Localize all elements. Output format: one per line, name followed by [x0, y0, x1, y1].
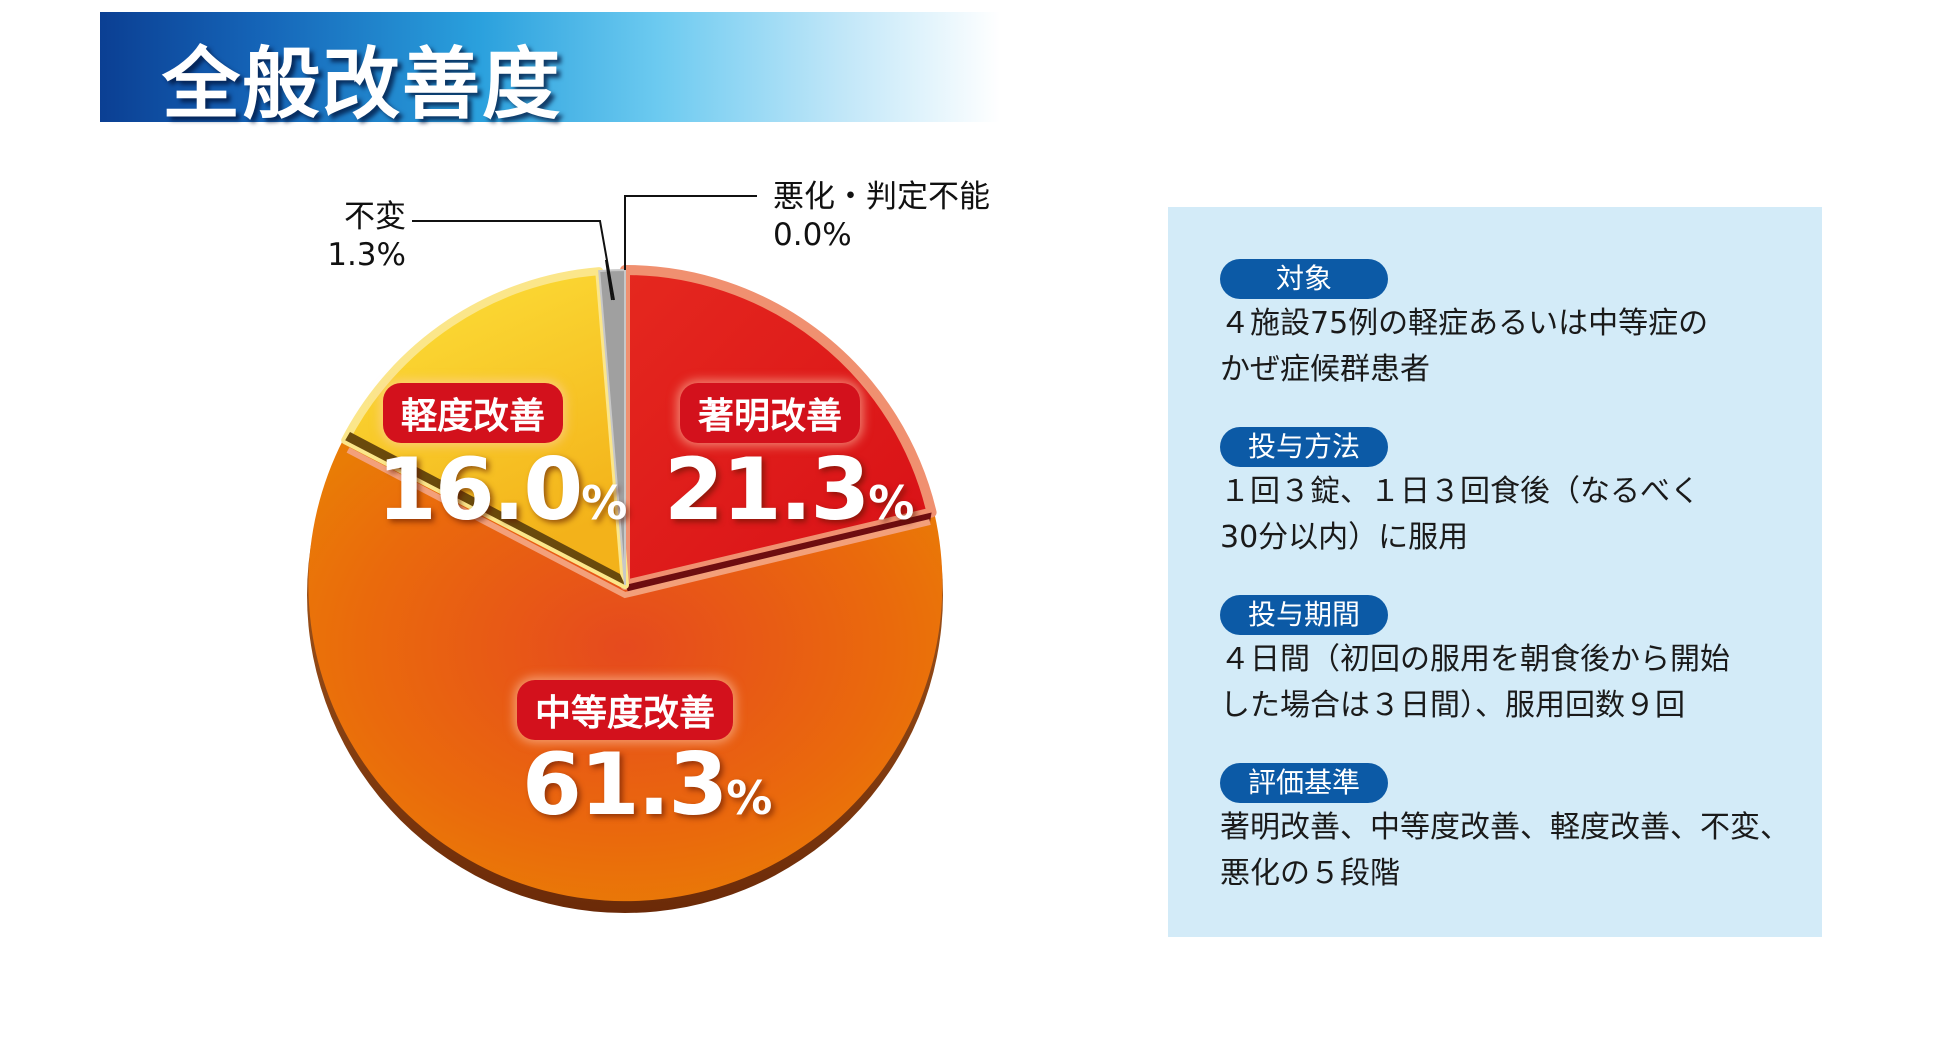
value-marked: 21.3%	[664, 440, 914, 540]
callout-unchanged: 不変 1.3%	[326, 198, 406, 274]
callout-worse: 悪化・判定不能 0.0%	[773, 178, 990, 254]
label-mild: 軽度改善	[383, 383, 564, 443]
title-banner: 全般改善度	[100, 12, 1000, 130]
value-moderate-unit: %	[726, 771, 773, 825]
value-marked-number: 21.3	[664, 440, 870, 540]
info-body-duration: ４日間（初回の服用を朝食後から開始 した場合は３日間）、服用回数９回	[1220, 642, 1730, 723]
study-info-panel: 対象 ４施設75例の軽症あるいは中等症の かぜ症候群患者 投与方法 １回３錠、１…	[1168, 207, 1822, 937]
info-section-subjects: 対象 ４施設75例の軽症あるいは中等症の かぜ症候群患者	[1220, 259, 1708, 393]
page-title: 全般改善度	[162, 40, 563, 130]
value-marked-unit: %	[868, 476, 915, 530]
label-marked: 著明改善	[680, 383, 861, 443]
info-heading-criteria: 評価基準	[1220, 763, 1388, 803]
callout-unchanged-label: 不変	[344, 199, 406, 235]
callout-unchanged-value: 1.3%	[327, 237, 406, 273]
value-moderate-number: 61.3	[522, 735, 728, 835]
info-section-dosage: 投与方法 １回３錠、１日３回食後（なるべく 30分以内）に服用	[1220, 427, 1700, 561]
label-moderate: 中等度改善	[517, 680, 734, 740]
value-mild-number: 16.0	[377, 440, 583, 540]
info-body-criteria: 著明改善、中等度改善、軽度改善、不変、 悪化の５段階	[1220, 810, 1790, 891]
info-section-criteria: 評価基準 著明改善、中等度改善、軽度改善、不変、 悪化の５段階	[1220, 763, 1790, 897]
info-section-duration: 投与期間 ４日間（初回の服用を朝食後から開始 した場合は３日間）、服用回数９回	[1220, 595, 1730, 729]
info-body-dosage: １回３錠、１日３回食後（なるべく 30分以内）に服用	[1220, 474, 1700, 555]
value-mild-unit: %	[581, 476, 628, 530]
value-mild: 16.0%	[377, 440, 627, 540]
info-body-subjects: ４施設75例の軽症あるいは中等症の かぜ症候群患者	[1220, 306, 1709, 387]
value-moderate: 61.3%	[522, 735, 772, 835]
info-heading-duration: 投与期間	[1220, 595, 1388, 635]
callout-worse-value: 0.0%	[773, 217, 852, 253]
callout-worse-label: 悪化・判定不能	[773, 179, 990, 215]
info-heading-subjects: 対象	[1220, 259, 1388, 299]
info-heading-dosage: 投与方法	[1220, 427, 1388, 467]
